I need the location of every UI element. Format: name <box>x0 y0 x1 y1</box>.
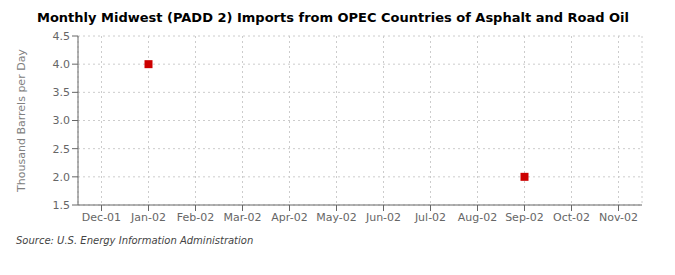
svg-text:Jan-02: Jan-02 <box>130 211 166 224</box>
svg-text:2.5: 2.5 <box>53 143 71 156</box>
svg-text:Jun-02: Jun-02 <box>365 211 401 224</box>
svg-text:2.0: 2.0 <box>53 171 71 184</box>
svg-text:Aug-02: Aug-02 <box>458 211 497 224</box>
svg-text:May-02: May-02 <box>316 211 357 224</box>
svg-text:1.5: 1.5 <box>53 199 71 212</box>
svg-text:4.5: 4.5 <box>53 30 71 43</box>
svg-text:Dec-01: Dec-01 <box>82 211 121 224</box>
svg-text:Mar-02: Mar-02 <box>223 211 261 224</box>
svg-text:Thousand Barrels per Day: Thousand Barrels per Day <box>15 49 28 193</box>
svg-text:4.0: 4.0 <box>53 58 71 71</box>
svg-text:Apr-02: Apr-02 <box>271 211 307 224</box>
svg-text:Feb-02: Feb-02 <box>177 211 214 224</box>
svg-text:Nov-02: Nov-02 <box>599 211 638 224</box>
html-text:Source: U.S. Energy Informatio: Source: U.S. Energy Information Administ… <box>16 235 254 246</box>
svg-text:Jul-02: Jul-02 <box>414 211 446 224</box>
svg-text:Oct-02: Oct-02 <box>553 211 590 224</box>
svg-text:3.5: 3.5 <box>53 86 71 99</box>
html-text:Monthly Midwest (PADD 2) Impor: Monthly Midwest (PADD 2) Imports from OP… <box>37 10 629 25</box>
svg-text:3.0: 3.0 <box>53 114 71 127</box>
svg-text:Sep-02: Sep-02 <box>505 211 544 224</box>
